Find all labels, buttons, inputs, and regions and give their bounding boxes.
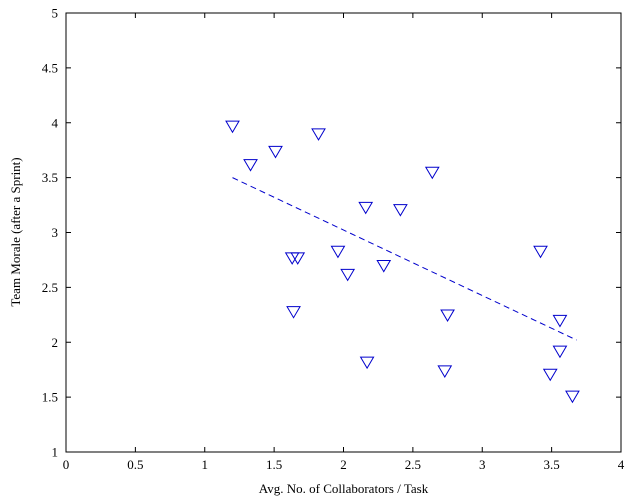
y-tick-label: 5 bbox=[52, 6, 59, 21]
x-tick-label: 4 bbox=[618, 457, 625, 472]
data-point bbox=[376, 260, 392, 273]
axis-ticks bbox=[65, 12, 622, 453]
data-point bbox=[440, 309, 455, 322]
trend-line-group bbox=[232, 177, 577, 341]
y-tick-label: 2.5 bbox=[42, 280, 58, 295]
data-point bbox=[340, 268, 356, 282]
x-tick-label: 2 bbox=[340, 457, 347, 472]
x-axis-title: Avg. No. of Collaborators / Task bbox=[259, 481, 429, 496]
x-tick-label: 0.5 bbox=[127, 457, 143, 472]
x-tick-labels: 0 0.5 1 1.5 2 2.5 3 3.5 4 bbox=[63, 457, 625, 472]
data-point bbox=[311, 128, 326, 141]
x-tick-label: 1.5 bbox=[266, 457, 282, 472]
data-point bbox=[330, 245, 346, 259]
y-tick-labels: 1 1.5 2 2.5 3 3.5 4 4.5 5 bbox=[42, 6, 59, 460]
data-point bbox=[243, 159, 258, 172]
y-tick-label: 4 bbox=[52, 115, 59, 130]
y-tick-label: 4.5 bbox=[42, 60, 58, 75]
data-point bbox=[268, 145, 283, 159]
x-tick-label: 3 bbox=[479, 457, 486, 472]
data-point bbox=[542, 368, 558, 382]
data-point bbox=[225, 120, 240, 134]
x-tick-label: 0 bbox=[63, 457, 70, 472]
data-point bbox=[552, 345, 568, 359]
x-tick-label: 3.5 bbox=[544, 457, 560, 472]
data-point bbox=[424, 166, 440, 180]
data-points bbox=[225, 120, 580, 404]
data-point bbox=[552, 314, 568, 328]
data-point bbox=[290, 252, 306, 265]
data-point bbox=[393, 204, 408, 217]
data-point bbox=[359, 356, 375, 370]
trend-line bbox=[232, 177, 577, 341]
data-point bbox=[286, 306, 301, 319]
y-axis-title: Team Morale (after a Sprint) bbox=[8, 157, 23, 306]
y-tick-label: 2 bbox=[52, 335, 59, 350]
data-point bbox=[533, 245, 548, 259]
y-tick-label: 1.5 bbox=[42, 390, 58, 405]
y-tick-label: 3 bbox=[52, 225, 59, 240]
x-tick-label: 2.5 bbox=[405, 457, 421, 472]
y-tick-label: 3.5 bbox=[42, 170, 58, 185]
data-point bbox=[565, 390, 580, 404]
data-point bbox=[437, 365, 453, 378]
plot-area bbox=[65, 12, 622, 453]
data-point bbox=[358, 201, 374, 215]
x-tick-label: 1 bbox=[202, 457, 209, 472]
y-tick-label: 1 bbox=[52, 445, 59, 460]
